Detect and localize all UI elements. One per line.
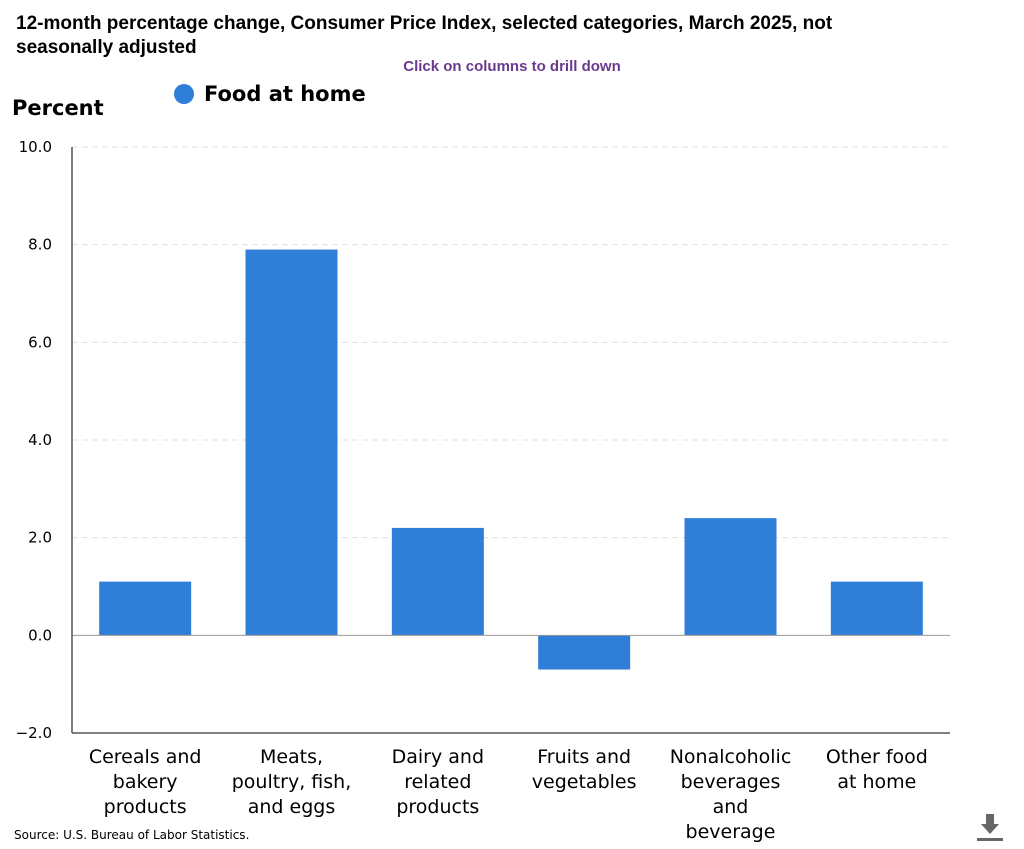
y-tick-label: 10.0 [19,138,52,156]
bar[interactable] [684,518,777,636]
y-tick-label: 0.0 [28,626,52,644]
download-icon [977,814,1003,841]
y-tick-label: −2.0 [16,724,52,742]
chart-title: 12-month percentage change, Consumer Pri… [16,13,833,58]
y-tick-label: 6.0 [28,333,52,351]
chart-subtitle: Click on columns to drill down [403,58,621,75]
x-tick-label: Meats, poultry, fish, and eggs [232,746,352,818]
x-tick-label: Cereals and bakery products [89,746,202,818]
x-tick-label: Fruits and vegetables [532,746,637,793]
x-tick-label: Dairy and related products [392,746,484,818]
y-axis-label: Percent [12,96,104,120]
legend-marker [174,84,194,104]
bar[interactable] [99,581,192,636]
y-tick-label: 2.0 [28,529,52,547]
legend-label: Food at home [204,82,366,106]
legend-item-food-at-home[interactable]: Food at home [174,82,366,106]
download-button[interactable] [972,808,1008,844]
y-tick-label: 4.0 [28,431,52,449]
bar[interactable] [245,249,338,636]
x-tick-label: Nonalcoholic beverages and beverage [670,746,792,843]
x-tick-label: Other food at home [826,746,928,793]
source-note: Source: U.S. Bureau of Labor Statistics. [14,828,250,842]
bar[interactable] [391,527,484,636]
bar[interactable] [830,581,923,636]
bar[interactable] [538,635,631,670]
y-tick-label: 8.0 [28,236,52,254]
